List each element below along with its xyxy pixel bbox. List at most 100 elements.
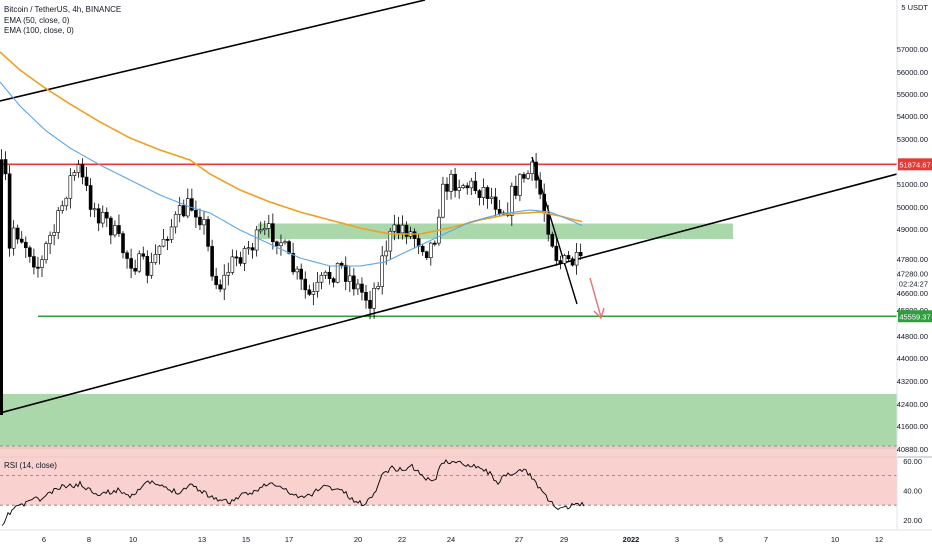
candle-up	[392, 224, 397, 232]
candle-down	[368, 299, 372, 309]
candle-up	[376, 286, 380, 289]
rsi-tick-label: 20.00	[903, 516, 922, 525]
lower-trendline	[0, 173, 898, 414]
candle-up	[68, 175, 73, 199]
candle-up	[388, 230, 393, 252]
candle-down	[514, 185, 518, 196]
x-tick-label: 22	[398, 535, 406, 544]
candle-down	[3, 159, 8, 175]
candle-down	[331, 278, 336, 283]
candle-down	[303, 278, 308, 291]
candle-down	[181, 205, 186, 217]
candle-up	[481, 187, 486, 198]
candle-down	[145, 256, 150, 276]
ema100-legend[interactable]: EMA (100, close, 0)	[4, 26, 74, 35]
x-tick-label: 24	[447, 535, 455, 544]
candle-down	[7, 173, 12, 249]
candle-down	[433, 242, 437, 245]
candle-up	[356, 283, 360, 290]
candle-up	[315, 281, 320, 292]
y-tick-label: 42400.00	[897, 400, 928, 409]
x-tick-label: 2022	[623, 535, 640, 544]
x-tick-label: 12	[875, 535, 883, 544]
candle-up	[457, 187, 461, 191]
candle-down	[214, 275, 218, 286]
symbol-title[interactable]: Bitcoin / TetherUS, 4h, BINANCE	[4, 5, 122, 14]
candle-down	[453, 173, 457, 191]
arrow-shaft	[589, 277, 602, 318]
x-tick-label: 6	[42, 535, 46, 544]
rsi-band	[0, 446, 897, 506]
candle-up	[72, 172, 77, 176]
candle-down	[477, 190, 482, 198]
candle-up	[283, 241, 287, 244]
time-axis[interactable]: 6 8 10 13 15 17 20 22 24 27 29 2022 3 5 7 10 12	[42, 535, 883, 544]
countdown-label: 02:24:27	[899, 280, 928, 289]
y-tick-label: 44800.00	[897, 332, 928, 341]
support-price-label: 45559.37	[899, 312, 930, 321]
rsi-legend[interactable]: RSI (14, close)	[4, 461, 57, 470]
candle-down	[291, 253, 295, 273]
demand-zones	[0, 223, 897, 449]
candle-down	[554, 245, 559, 261]
ema50-line	[0, 81, 583, 267]
chart-legend: Bitcoin / TetherUS, 4h, BINANCE EMA (50,…	[4, 5, 121, 37]
demand-zone-lower	[0, 393, 897, 449]
ema50-legend[interactable]: EMA (50, close, 0)	[4, 15, 70, 25]
price-axis[interactable]: 57000.00 56000.00 55000.00 54000.00 53000.00…	[897, 45, 932, 525]
candle-down	[287, 241, 291, 254]
resistance-badge	[898, 158, 932, 171]
candle-down	[96, 208, 101, 224]
rsi-tick-label: 60.00	[903, 457, 922, 466]
x-tick-label: 27	[515, 535, 523, 544]
candle-down	[84, 176, 89, 186]
candle-down	[360, 283, 364, 293]
candle-up	[149, 262, 154, 276]
candle-up	[469, 180, 474, 189]
candle-down	[133, 267, 137, 272]
candle-down	[117, 225, 121, 234]
x-tick-label: 20	[354, 535, 362, 544]
candle-down	[538, 179, 542, 195]
x-tick-label: 15	[242, 535, 250, 544]
candle-down	[465, 185, 470, 189]
candle-up	[242, 248, 247, 264]
candle-up	[40, 259, 44, 268]
candle-up	[311, 291, 316, 295]
candle-down	[271, 223, 275, 243]
candle-down	[522, 174, 526, 179]
candle-down	[206, 219, 210, 247]
candle-up	[279, 242, 283, 247]
price-levels	[0, 163, 897, 318]
candle-down	[36, 266, 40, 269]
candle-down	[198, 216, 202, 226]
candle-down	[343, 264, 348, 282]
x-tick-label: 29	[560, 535, 568, 544]
candle-up	[335, 262, 340, 283]
candle-up	[526, 173, 530, 179]
y-tick-label: 44000.00	[897, 354, 928, 363]
x-tick-label: 8	[87, 535, 91, 544]
candle-up	[76, 164, 81, 173]
candle-up	[319, 274, 324, 283]
support-badge	[898, 310, 932, 323]
rsi-tick-label: 40.00	[903, 486, 922, 495]
resistance-price-label: 51874.67	[899, 160, 930, 169]
candle-down	[0, 160, 3, 415]
candle-down	[238, 257, 243, 264]
candle-up	[347, 275, 352, 282]
candle-down	[19, 238, 24, 243]
candle-down	[412, 231, 417, 239]
candle-down	[275, 241, 279, 247]
candle-down	[420, 245, 425, 252]
candle-up	[173, 214, 178, 228]
candle-up	[226, 272, 231, 276]
candle-down	[550, 234, 555, 247]
y-tick-label: 40880.00	[897, 445, 928, 454]
candle-down	[194, 209, 198, 218]
candle-up	[384, 250, 389, 257]
candle-up	[48, 235, 52, 244]
candle-up	[262, 228, 267, 231]
candle-up	[461, 185, 466, 188]
